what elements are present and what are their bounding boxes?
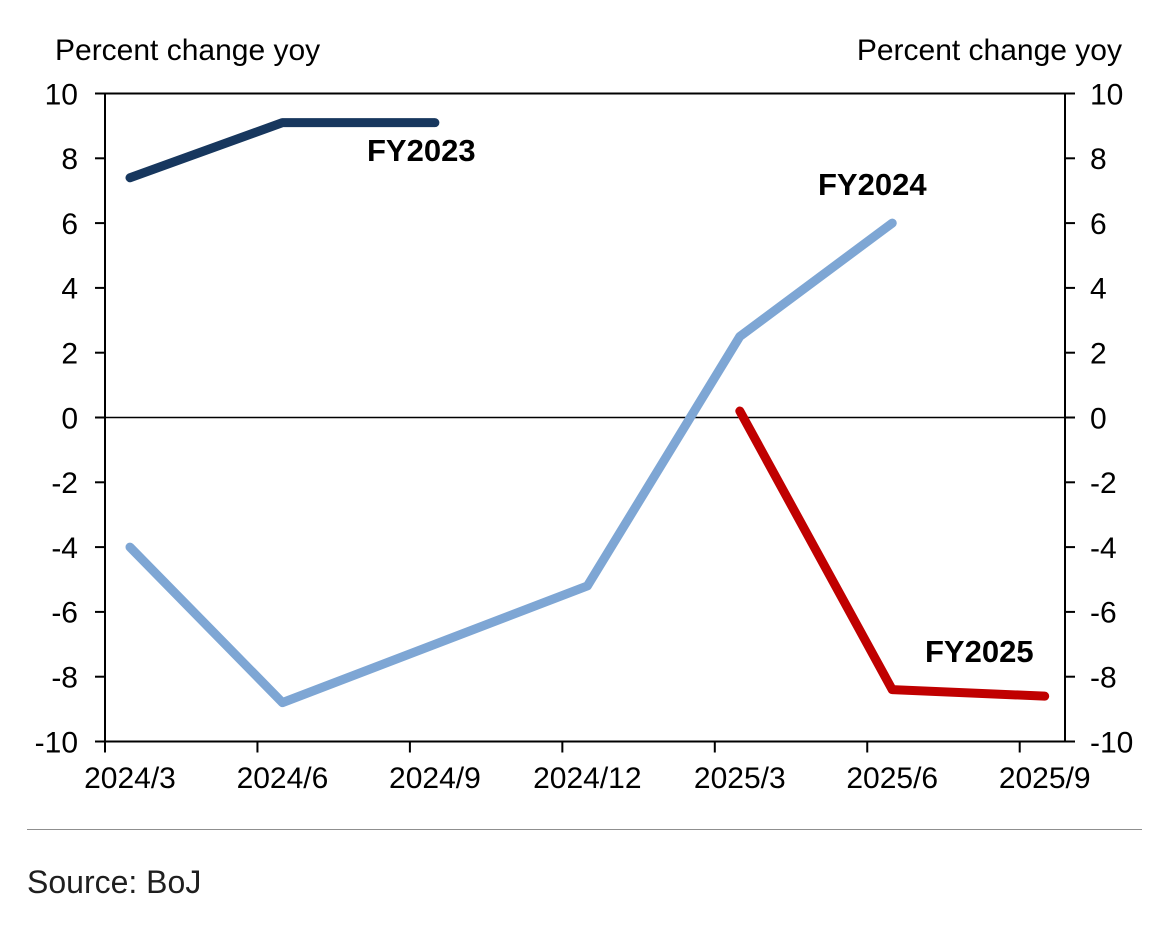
y-tick-label-right: -10 (1090, 726, 1133, 759)
y-tick-label-right: 10 (1090, 78, 1123, 111)
y-tick-label-left: -2 (51, 467, 78, 500)
y-tick-label-right: 0 (1090, 402, 1107, 435)
y-tick-label-left: 10 (45, 78, 78, 111)
x-tick-label: 2025/9 (999, 762, 1091, 795)
y-tick-label-right: -8 (1090, 662, 1117, 695)
y-tick-label-left: -10 (35, 726, 78, 759)
x-tick-label: 2025/3 (694, 762, 786, 795)
y-tick-label-right: -4 (1090, 532, 1117, 565)
y-tick-label-left: 4 (61, 273, 78, 306)
y-tick-label-left: 0 (61, 402, 78, 435)
y-tick-label-right: 8 (1090, 143, 1107, 176)
y-tick-label-right: 4 (1090, 273, 1107, 306)
y-tick-label-left: -8 (51, 662, 78, 695)
y-tick-label-left: -4 (51, 532, 78, 565)
series-line-fy2023 (125, 118, 440, 183)
y-axis-unit-label-right: Percent change yoy (856, 34, 1122, 67)
x-tick-label: 2025/6 (846, 762, 938, 795)
y-tick-label-left: 8 (61, 143, 78, 176)
series-label-fy2025: FY2025 (925, 634, 1034, 669)
y-tick-label-right: -2 (1090, 467, 1117, 500)
x-tick-label: 2024/6 (237, 762, 329, 795)
y-tick-label-right: -6 (1090, 597, 1117, 630)
x-tick-label: 2024/9 (389, 762, 481, 795)
y-tick-label-left: 2 (61, 338, 78, 371)
x-tick-label: 2024/3 (84, 762, 176, 795)
series-line-fy2024 (125, 218, 897, 708)
footer-divider (27, 829, 1142, 830)
y-axis-unit-label-left: Percent change yoy (55, 34, 321, 67)
x-tick-label: 2024/12 (533, 762, 641, 795)
series-label-fy2023: FY2023 (367, 133, 476, 168)
source-note: Source: BoJ (27, 864, 202, 900)
series-label-fy2024: FY2024 (818, 167, 927, 202)
y-tick-label-left: 6 (61, 208, 78, 241)
y-tick-label-right: 2 (1090, 338, 1107, 371)
y-tick-label-right: 6 (1090, 208, 1107, 241)
y-tick-label-left: -6 (51, 597, 78, 630)
series-line-fy2025 (735, 406, 1050, 701)
